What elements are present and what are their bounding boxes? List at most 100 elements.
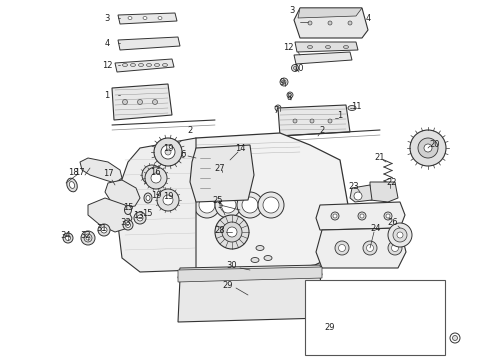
Circle shape: [363, 241, 377, 255]
Circle shape: [367, 244, 373, 252]
Circle shape: [66, 235, 71, 240]
Circle shape: [258, 192, 284, 218]
Circle shape: [237, 192, 263, 218]
Polygon shape: [105, 180, 140, 208]
Circle shape: [222, 222, 242, 242]
Polygon shape: [295, 42, 358, 52]
Circle shape: [154, 138, 182, 166]
Circle shape: [292, 64, 298, 72]
Text: 4: 4: [366, 14, 370, 23]
Text: 29: 29: [223, 280, 233, 289]
Text: 17: 17: [103, 168, 113, 177]
Circle shape: [215, 192, 241, 218]
Polygon shape: [314, 300, 437, 348]
Bar: [305, 280, 445, 355]
Ellipse shape: [147, 63, 151, 67]
Text: 9: 9: [279, 77, 285, 86]
Ellipse shape: [67, 178, 77, 192]
Circle shape: [450, 333, 460, 343]
Polygon shape: [118, 37, 180, 50]
Circle shape: [63, 233, 73, 243]
Ellipse shape: [143, 17, 147, 19]
Text: 20: 20: [430, 140, 440, 149]
Circle shape: [157, 189, 179, 211]
Circle shape: [328, 119, 332, 123]
Circle shape: [339, 244, 345, 252]
Polygon shape: [316, 202, 405, 230]
Circle shape: [101, 227, 107, 233]
Circle shape: [212, 162, 232, 182]
Circle shape: [84, 234, 92, 242]
Ellipse shape: [348, 105, 356, 111]
Circle shape: [220, 197, 236, 213]
Circle shape: [410, 130, 446, 166]
Ellipse shape: [325, 45, 330, 49]
Text: 25: 25: [213, 195, 223, 204]
Text: 34: 34: [61, 231, 72, 240]
Circle shape: [308, 21, 312, 25]
Text: 26: 26: [388, 217, 398, 226]
Circle shape: [360, 214, 364, 218]
Circle shape: [328, 21, 332, 25]
Polygon shape: [350, 185, 372, 202]
Text: 13: 13: [133, 211, 143, 220]
Text: 14: 14: [235, 144, 245, 153]
Text: 2: 2: [319, 126, 324, 135]
Text: 8: 8: [286, 93, 292, 102]
Circle shape: [348, 21, 352, 25]
Text: 3: 3: [104, 14, 110, 23]
Text: 28: 28: [215, 225, 225, 234]
Text: 29: 29: [325, 324, 335, 333]
Text: 1: 1: [338, 111, 343, 120]
Polygon shape: [370, 182, 398, 202]
Circle shape: [310, 119, 314, 123]
Ellipse shape: [128, 17, 132, 19]
Polygon shape: [118, 13, 177, 24]
Text: 15: 15: [142, 208, 152, 217]
Text: 7: 7: [273, 105, 279, 114]
Text: 18: 18: [68, 167, 78, 176]
Circle shape: [142, 165, 162, 185]
Circle shape: [388, 241, 402, 255]
Circle shape: [386, 214, 390, 218]
Circle shape: [145, 167, 167, 189]
Circle shape: [163, 195, 173, 205]
Circle shape: [384, 212, 392, 220]
Polygon shape: [118, 138, 196, 272]
Circle shape: [333, 214, 337, 218]
Text: 21: 21: [375, 153, 385, 162]
Text: 31: 31: [97, 224, 107, 233]
Text: 16: 16: [149, 167, 160, 176]
Text: 33: 33: [121, 217, 131, 226]
Circle shape: [424, 144, 432, 152]
Circle shape: [397, 232, 403, 238]
Circle shape: [86, 236, 90, 240]
Text: 32: 32: [81, 231, 91, 240]
Text: 24: 24: [371, 224, 381, 233]
Polygon shape: [278, 105, 350, 136]
Text: 15: 15: [123, 202, 133, 212]
Ellipse shape: [130, 63, 136, 67]
Circle shape: [215, 215, 249, 249]
Polygon shape: [88, 198, 132, 232]
Text: 23: 23: [349, 181, 359, 190]
Circle shape: [294, 67, 296, 69]
Circle shape: [263, 197, 279, 213]
Circle shape: [287, 92, 293, 98]
Text: 30: 30: [227, 261, 237, 270]
Circle shape: [98, 224, 110, 236]
Circle shape: [122, 99, 127, 104]
Ellipse shape: [122, 63, 127, 67]
Circle shape: [194, 192, 220, 218]
Circle shape: [392, 244, 398, 252]
Text: 6: 6: [180, 149, 186, 158]
Ellipse shape: [70, 181, 74, 188]
Text: 19: 19: [163, 144, 173, 153]
Circle shape: [152, 99, 157, 104]
Polygon shape: [316, 228, 406, 268]
Circle shape: [242, 197, 258, 213]
Circle shape: [452, 336, 458, 341]
Ellipse shape: [256, 246, 264, 251]
Circle shape: [227, 227, 237, 237]
Ellipse shape: [308, 45, 313, 49]
